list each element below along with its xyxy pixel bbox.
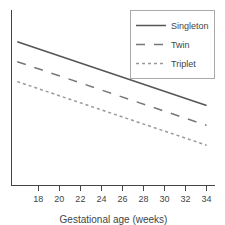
svg-text:32: 32 bbox=[181, 194, 191, 204]
svg-text:22: 22 bbox=[75, 194, 85, 204]
svg-text:20: 20 bbox=[54, 194, 64, 204]
svg-text:24: 24 bbox=[96, 194, 106, 204]
svg-text:18: 18 bbox=[33, 194, 43, 204]
svg-text:34: 34 bbox=[202, 194, 212, 204]
svg-text:Triplet: Triplet bbox=[171, 59, 196, 69]
svg-text:28: 28 bbox=[138, 194, 148, 204]
svg-text:Gestational age (weeks): Gestational age (weeks) bbox=[60, 214, 168, 225]
svg-text:Twin: Twin bbox=[171, 40, 190, 50]
svg-text:Singleton: Singleton bbox=[171, 21, 209, 31]
svg-text:30: 30 bbox=[160, 194, 170, 204]
svg-text:26: 26 bbox=[117, 194, 127, 204]
